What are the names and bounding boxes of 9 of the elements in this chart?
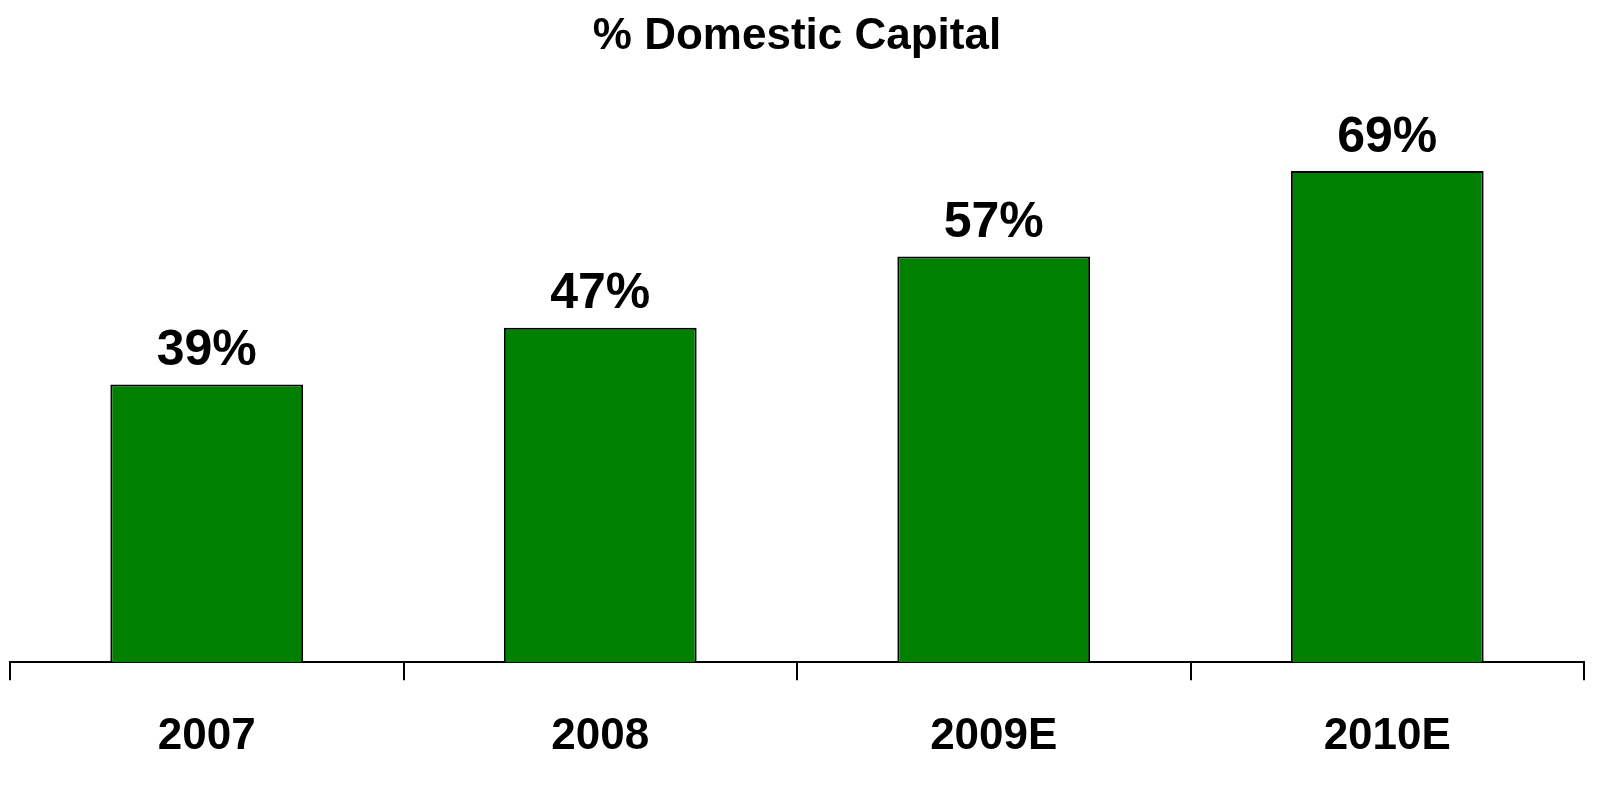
x-tick-label: 2009E bbox=[930, 708, 1058, 758]
data-label: 39% bbox=[156, 320, 257, 377]
data-label: 57% bbox=[943, 192, 1044, 249]
data-label: 69% bbox=[1337, 106, 1438, 163]
x-tick-label: 2008 bbox=[551, 708, 650, 758]
x-tick-label: 2007 bbox=[157, 708, 256, 758]
data-label: 47% bbox=[550, 263, 651, 320]
x-tick-label: 2010E bbox=[1323, 708, 1451, 758]
chart-title: % Domestic Capital bbox=[592, 8, 1002, 58]
